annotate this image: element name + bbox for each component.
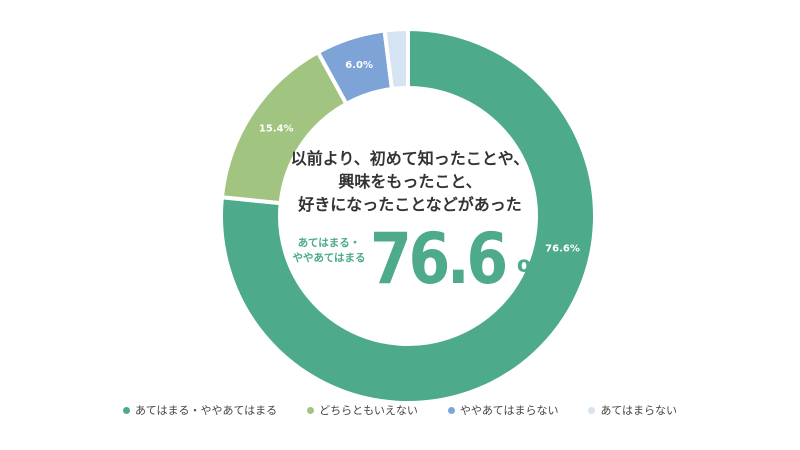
legend-label: あてはまらない xyxy=(600,404,678,417)
chart-title-line-3: 好きになったことなどがあった xyxy=(298,195,522,214)
highlight-label-line-1: あてはまる・ xyxy=(297,237,361,249)
legend-label: ややあてはまらない xyxy=(459,404,559,417)
legend-swatch xyxy=(122,406,130,414)
legend-swatch xyxy=(588,406,596,414)
legend-item: ややあてはまらない xyxy=(447,402,559,418)
highlight-label-line-2: ややあてはまる xyxy=(292,252,366,264)
data-label: 76.6% xyxy=(545,243,580,254)
legend-item: あてはまる・ややあてはまる xyxy=(122,402,278,418)
slice-disagree xyxy=(382,26,410,92)
legend-label: あてはまる・ややあてはまる xyxy=(134,404,278,417)
chart-title-line-1: 以前より、初めて知ったことや、 xyxy=(290,149,530,168)
chart-title-line-2: 興味をもったこと、 xyxy=(338,172,482,191)
legend-swatch xyxy=(447,406,455,414)
legend-item: どちらともいえない xyxy=(307,402,418,418)
legend-item: あてはまらない xyxy=(588,402,677,418)
slice-agree xyxy=(219,26,597,405)
chart-title: 以前より、初めて知ったことや、 興味をもったこと、 好きになったことなどがあった xyxy=(280,147,540,216)
highlight-value-number: 76.6 xyxy=(370,218,508,300)
data-label: 15.4% xyxy=(259,123,294,134)
highlight-label: あてはまる・ ややあてはまる xyxy=(286,236,372,266)
legend-label: どちらともいえない xyxy=(319,404,418,417)
highlight-value-unit: % xyxy=(516,253,549,291)
data-label: 6.0% xyxy=(345,60,373,71)
highlight-value: 76.6 % xyxy=(370,204,549,294)
legend-swatch xyxy=(307,406,315,414)
chart-legend: あてはまる・ややあてはまる どちらともいえない ややあてはまらない あてはまらな… xyxy=(0,402,800,418)
